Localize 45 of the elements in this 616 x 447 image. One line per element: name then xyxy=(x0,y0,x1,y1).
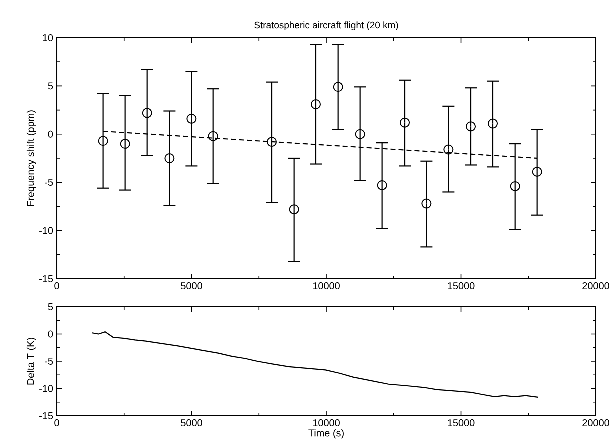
line-series xyxy=(92,332,539,398)
point xyxy=(289,204,300,215)
y-tick-label: 5 xyxy=(48,82,54,90)
x-tick-label: 10000 xyxy=(313,420,340,427)
point xyxy=(510,181,520,192)
x-tick-label: 0 xyxy=(54,420,60,427)
point xyxy=(444,144,454,155)
x-tick-label: 5000 xyxy=(181,420,202,427)
point xyxy=(400,118,410,128)
y-tick-label: -15 xyxy=(40,412,54,420)
y-tick-label: -15 xyxy=(40,276,54,282)
point xyxy=(208,131,218,142)
point xyxy=(355,129,366,140)
point xyxy=(310,100,321,110)
y-tick-label: 5 xyxy=(48,304,54,310)
x-axis-title: Time (s) xyxy=(308,429,344,439)
y-tick-label: -10 xyxy=(40,227,54,234)
point xyxy=(142,108,152,118)
y-tick-label: -10 xyxy=(40,385,54,392)
x-tick-label: 15000 xyxy=(448,282,475,290)
point xyxy=(377,180,388,190)
y-axis-title: Frequency shift (ppm) xyxy=(26,110,36,206)
point xyxy=(267,137,278,148)
point xyxy=(422,198,432,209)
chart-title: Stratospheric aircraft flight (20 km) xyxy=(254,22,398,30)
x-tick-label: 20000 xyxy=(582,420,610,427)
y-tick-label: 0 xyxy=(48,330,54,338)
y-tick-label: -5 xyxy=(45,358,54,365)
y-tick-label: -5 xyxy=(45,179,54,186)
x-tick-label: 20000 xyxy=(582,282,610,290)
point xyxy=(164,153,175,164)
point xyxy=(120,139,130,150)
x-tick-label: 10000 xyxy=(313,282,340,290)
x-tick-label: 15000 xyxy=(448,420,475,427)
y-tick-label: 0 xyxy=(48,130,54,138)
point xyxy=(186,114,197,124)
point xyxy=(532,166,542,177)
y-tick-label: 10 xyxy=(43,34,54,42)
point xyxy=(488,118,498,129)
x-tick-label: 0 xyxy=(54,282,60,290)
point xyxy=(333,82,344,92)
y-axis-title: Delta T (K) xyxy=(26,338,36,385)
point xyxy=(98,136,108,146)
point xyxy=(466,122,476,132)
x-tick-label: 5000 xyxy=(181,282,202,290)
